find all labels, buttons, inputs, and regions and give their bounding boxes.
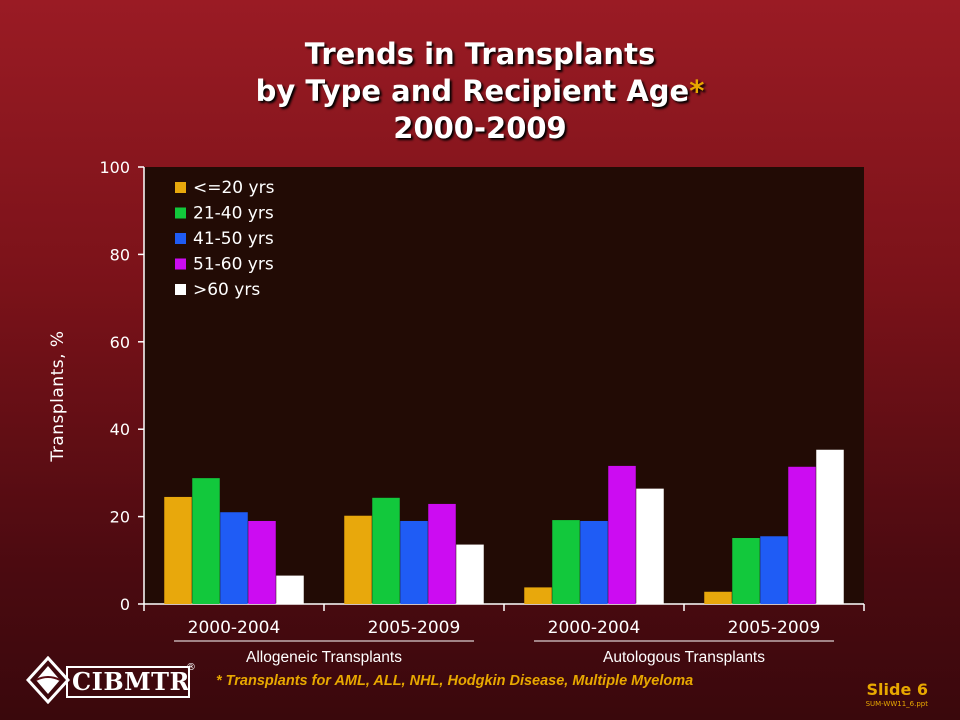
bar [580,520,608,604]
slide-title: Trends in Transplants by Type and Recipi… [0,36,960,147]
bar [400,520,428,604]
y-tick-label: 100 [99,158,130,177]
bar [524,587,552,604]
legend-swatch [175,258,186,270]
title-asterisk: * [689,74,705,108]
y-axis-label: Transplants, % [48,330,68,462]
title-line-2: by Type and Recipient Age* [0,73,960,110]
bar [704,591,732,604]
bar [428,503,456,604]
y-tick-label: 80 [110,245,130,264]
bar [344,515,372,604]
legend-label: 21-40 yrs [193,204,274,224]
bar [248,520,276,604]
file-reference: SUM-WW11_6.ppt [865,700,928,708]
title-line-1: Trends in Transplants [304,37,656,71]
legend-swatch [175,182,186,193]
y-tick-label: 60 [110,333,130,352]
title-line-3: 2000-2009 [393,111,567,145]
bar [456,544,484,604]
logo-frame [66,666,190,698]
legend-label: <=20 yrs [193,178,275,198]
bar [636,488,664,604]
footnote: * Transplants for AML, ALL, NHL, Hodgkin… [216,673,694,689]
bar [760,536,788,604]
x-tick-label: 2005-2009 [368,618,461,638]
logo-registered-mark: ® [186,662,196,673]
x-tick-label: 2000-2004 [188,618,281,638]
y-tick-label: 40 [110,420,130,439]
x-tick-label: 2000-2004 [548,618,641,638]
title-line-2-text: by Type and Recipient Age [255,74,690,108]
bar [816,449,844,604]
bar [732,538,760,604]
x-tick-label: 2005-2009 [728,618,821,638]
bar [608,465,636,604]
legend-label: >60 yrs [193,280,260,300]
bar [164,496,192,604]
legend-swatch [175,284,186,295]
legend-swatch [175,207,186,219]
group-label: Autologous Transplants [603,649,765,666]
legend-label: 41-50 yrs [193,229,274,249]
bar [220,512,248,604]
legend-swatch [175,233,186,244]
logo-emblem-icon [26,656,70,704]
bar [788,466,816,604]
bar [192,478,220,604]
y-tick-label: 0 [120,595,130,614]
bar [372,497,400,604]
slide-number: Slide 6 [866,680,929,699]
logo-text: CIBMTR [72,667,190,696]
y-tick-label: 20 [110,508,130,527]
bar [552,520,580,604]
bar [276,575,304,604]
cibmtr-logo: CIBMTR ® [26,656,196,704]
legend-label: 51-60 yrs [193,255,274,275]
group-label: Allogeneic Transplants [246,649,402,666]
